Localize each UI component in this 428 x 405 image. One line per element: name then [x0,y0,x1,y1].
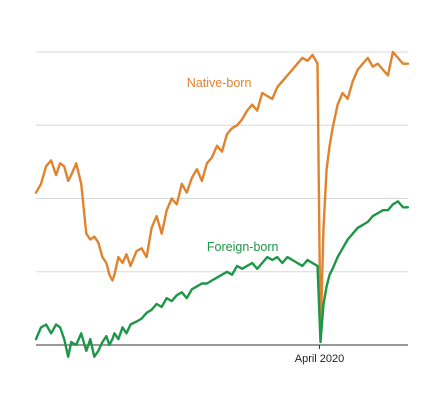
series-label-native-born: Native-born [187,76,252,90]
series-line-native-born [34,50,410,341]
series-labels: Native-born Foreign-born [187,76,279,254]
gridlines [36,51,408,346]
series-label-foreign-born: Foreign-born [207,240,279,254]
series-lines [34,50,410,358]
x-axis: April 2020 [295,345,345,365]
x-tick-label-0: April 2020 [295,353,345,365]
series-line-foreign-born [34,200,410,358]
